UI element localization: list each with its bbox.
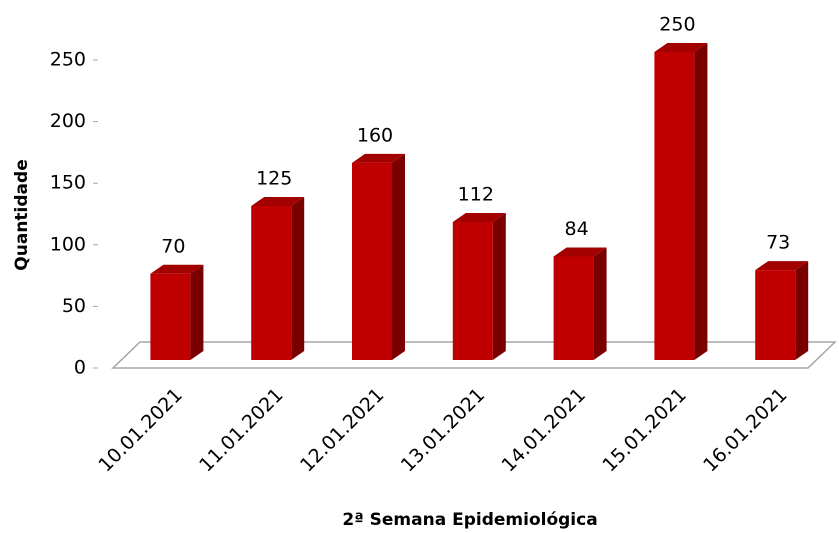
value-label: 250	[659, 14, 695, 36]
bar-top	[251, 197, 305, 206]
x-tick-label: 15.01.2021	[598, 384, 690, 476]
bar-side	[593, 247, 607, 360]
bar-front	[251, 206, 292, 360]
bar-front	[150, 273, 191, 360]
bar	[150, 264, 204, 360]
bar-top	[150, 264, 204, 274]
value-label: 73	[766, 232, 790, 254]
y-tick-label: 200	[50, 110, 86, 132]
value-label: 84	[565, 218, 589, 240]
y-tick-label: 0	[74, 357, 86, 379]
x-tick-label: 13.01.2021	[397, 384, 489, 476]
bar-side	[795, 261, 809, 360]
bar	[755, 261, 809, 360]
bar	[352, 153, 405, 360]
value-label: 160	[357, 124, 393, 146]
bar-top	[654, 43, 708, 52]
bar-side	[392, 153, 405, 360]
bar-top	[352, 153, 405, 163]
value-label: 125	[256, 168, 292, 190]
bar	[654, 43, 708, 360]
bar-top	[755, 261, 809, 271]
bar	[452, 213, 506, 360]
bar-front	[452, 222, 493, 360]
bar-side	[190, 264, 204, 360]
bar-top	[452, 213, 506, 223]
bar-front	[553, 256, 594, 360]
value-label: 112	[458, 184, 494, 206]
bar-front	[755, 270, 796, 360]
bar-side	[492, 213, 506, 360]
bar-side	[694, 43, 708, 360]
y-tick-label: 150	[50, 172, 86, 194]
y-axis-title: Quantidade	[12, 159, 32, 270]
x-axis-title: 2ª Semana Epidemiológica	[342, 510, 597, 530]
value-label: 70	[161, 235, 185, 257]
y-tick-label: 50	[62, 295, 86, 317]
y-tick-label: 100	[50, 233, 86, 255]
x-tick-label: 16.01.2021	[699, 384, 791, 476]
y-tick-label: 250	[50, 49, 86, 71]
x-tick-label: 14.01.2021	[498, 384, 590, 476]
x-tick-label: 12.01.2021	[296, 384, 388, 476]
x-tick-label: 10.01.2021	[94, 384, 186, 476]
bar-front	[352, 162, 392, 360]
bar-side	[291, 197, 305, 360]
x-tick-label: 11.01.2021	[195, 384, 287, 476]
bar-front	[654, 52, 695, 360]
bar-top	[553, 247, 607, 257]
bar	[251, 197, 305, 360]
bar	[553, 247, 607, 360]
